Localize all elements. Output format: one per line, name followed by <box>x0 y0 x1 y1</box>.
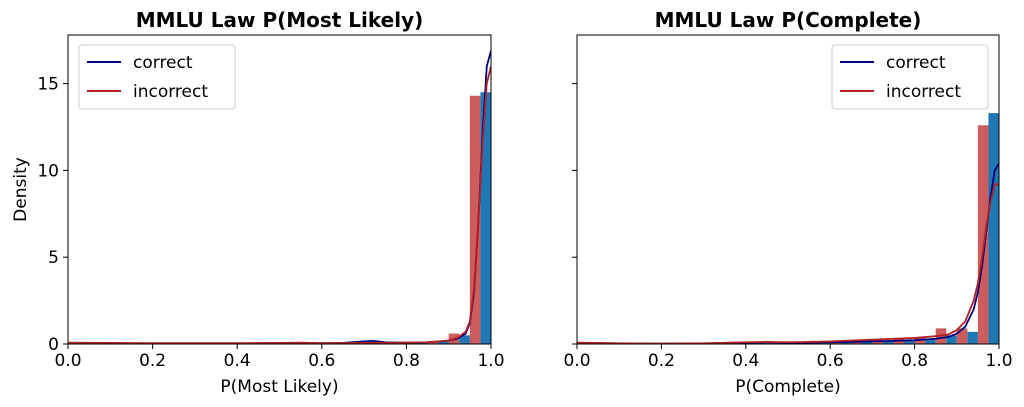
x-tick-label: 0.2 <box>139 351 166 371</box>
legend-label-correct: correct <box>886 53 946 73</box>
hist-bar-correct-19 <box>480 92 491 344</box>
hist-bar-correct-16 <box>925 338 936 344</box>
x-tick-label: 1.0 <box>477 351 504 371</box>
chart-title: MMLU Law P(Complete) <box>655 8 922 32</box>
chart-panel-complete: 0.0 0.2 0.4 0.6 0.8 1.0 MMLU Law P(Complete) P(… <box>563 8 1012 397</box>
hist-bar-correct-14 <box>882 341 894 344</box>
plot-area <box>68 50 491 344</box>
hist-bar-correct-12 <box>840 342 852 344</box>
plot-area <box>577 113 999 344</box>
kde-line-correct <box>577 162 999 344</box>
legend-label-incorrect: incorrect <box>133 82 208 102</box>
y-axis-label: Density <box>11 157 31 222</box>
hist-bar-correct-19 <box>988 113 999 344</box>
chart-panel-most-likely: 0.0 0.2 0.4 0.6 0.8 1.0 0 5 10 15 MMLU Law P(Most … <box>11 8 505 397</box>
x-tick-label: 0.6 <box>308 351 335 371</box>
hist-bar-correct-18 <box>967 331 978 344</box>
legend-label-incorrect: incorrect <box>886 82 961 102</box>
hist-bar-correct-18 <box>459 335 470 344</box>
hist-bar-incorrect-18 <box>956 328 968 344</box>
x-tick-label: 0.2 <box>648 351 675 371</box>
x-tick-label: 0.4 <box>224 351 251 371</box>
x-tick-label: 0.0 <box>54 351 81 371</box>
hist-bar-incorrect-19 <box>977 125 989 344</box>
kde-line-incorrect <box>68 66 491 344</box>
kde-line-incorrect <box>577 183 999 344</box>
x-tick-label: 1.0 <box>985 351 1012 371</box>
axes-frame <box>67 34 492 345</box>
hist-bar-correct-17 <box>946 335 957 344</box>
y-tick-label: 0 <box>48 335 59 355</box>
x-axis-label: P(Most Likely) <box>220 377 338 397</box>
hist-bar-incorrect-19 <box>469 95 481 344</box>
x-tick-label: 0.8 <box>901 351 928 371</box>
hist-bar-correct-8 <box>756 342 767 344</box>
legend: correct incorrect <box>831 44 989 110</box>
x-tick-label: 0.0 <box>563 351 590 371</box>
hist-bar-correct-17 <box>438 340 449 344</box>
x-axis-label: P(Complete) <box>735 377 840 397</box>
x-tick-label: 0.8 <box>393 351 420 371</box>
hist-bar-correct-15 <box>904 340 915 344</box>
y-tick-label: 5 <box>48 248 59 268</box>
y-tick-label: 10 <box>37 161 59 181</box>
y-tick-label: 15 <box>37 75 59 95</box>
chart-title: MMLU Law P(Most Likely) <box>136 8 424 32</box>
hist-bar-incorrect-9 <box>766 342 778 344</box>
hist-bar-incorrect-16 <box>914 337 926 344</box>
legend: correct incorrect <box>78 44 236 110</box>
x-tick-label: 0.6 <box>817 351 844 371</box>
x-tick-label: 0.4 <box>732 351 759 371</box>
hist-bar-correct-13 <box>861 341 873 344</box>
legend-label-correct: correct <box>133 53 193 73</box>
axes-frame <box>576 34 1000 345</box>
